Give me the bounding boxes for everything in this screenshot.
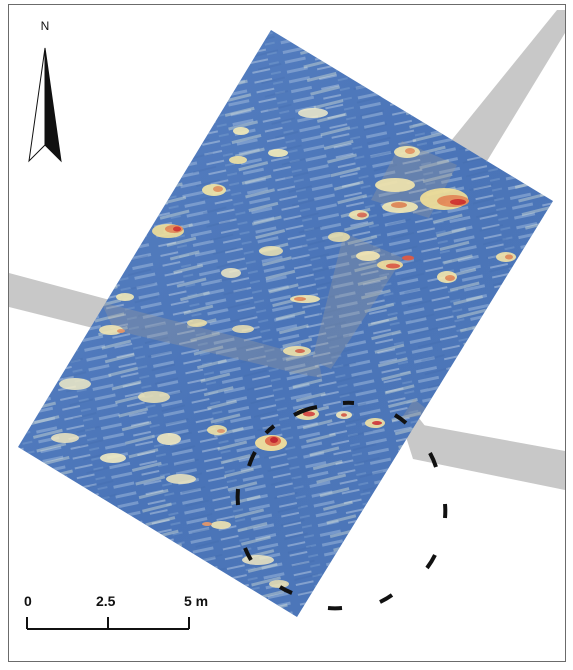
scale-label-0: 0	[24, 593, 32, 609]
path-band-east	[401, 421, 565, 490]
anomaly-clusters	[51, 108, 516, 588]
north-arrow-icon	[28, 47, 62, 163]
map-canvas	[9, 10, 565, 630]
north-label: N	[40, 19, 50, 33]
scale-bar	[26, 617, 190, 630]
map-frame: N 0 2.5 5 m	[8, 4, 566, 662]
scale-label-5m: 5 m	[184, 593, 209, 609]
scale-label-2-5: 2.5	[96, 593, 116, 609]
dashed-circle	[235, 400, 448, 611]
